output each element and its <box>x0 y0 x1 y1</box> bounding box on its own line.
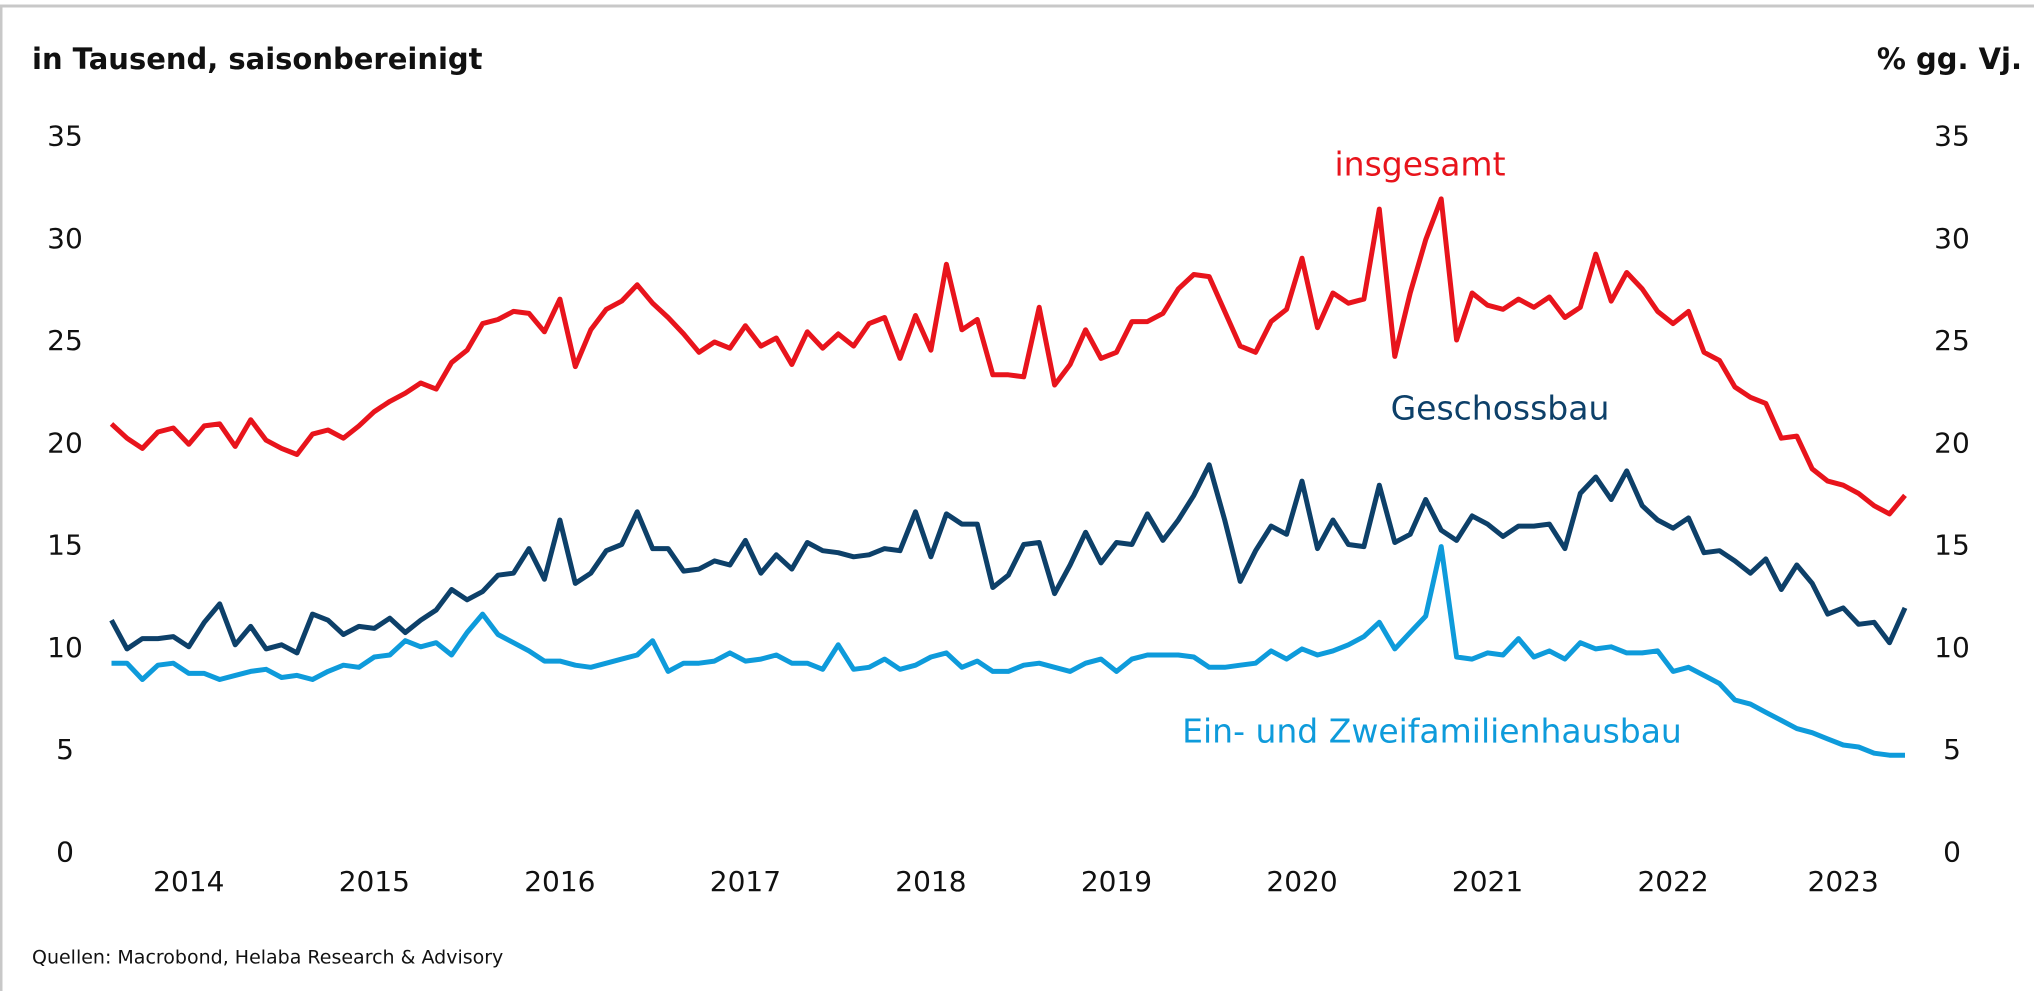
left-axis-title: in Tausend, saisonbereinigt <box>32 42 483 76</box>
y2-tick-label: 0 <box>1943 835 1961 868</box>
x-tick-label: 2018 <box>895 865 966 898</box>
x-tick-label: 2022 <box>1637 865 1708 898</box>
x-tick-label: 2021 <box>1452 865 1523 898</box>
frame <box>0 4 2034 991</box>
x-tick-label: 2016 <box>524 865 595 898</box>
y-tick-label: 10 <box>47 631 83 664</box>
series-line <box>111 544 1905 758</box>
series-label: Ein- und Zweifamilienhausbau <box>1182 712 1682 751</box>
y-tick-label: 0 <box>56 835 74 868</box>
x-tick-label: 2014 <box>153 865 224 898</box>
y2-tick-label: 15 <box>1934 529 1970 562</box>
y-tick-label: 5 <box>56 733 74 766</box>
series-label: insgesamt <box>1334 145 1505 184</box>
x-tick-label: 2019 <box>1081 865 1152 898</box>
y-tick-label: 30 <box>47 222 83 255</box>
y2-tick-label: 5 <box>1943 733 1961 766</box>
x-tick-label: 2015 <box>339 865 410 898</box>
y2-tick-label: 20 <box>1934 426 1970 459</box>
source-note: Quellen: Macrobond, Helaba Research & Ad… <box>32 947 503 969</box>
series-line <box>109 462 1908 656</box>
x-tick-label: 2023 <box>1808 865 1879 898</box>
y2-tick-label: 30 <box>1934 222 1970 255</box>
y2-tick-label: 35 <box>1934 120 1970 153</box>
y2-tick-label: 10 <box>1934 631 1970 664</box>
y-tick-label: 25 <box>47 324 83 357</box>
series-label: Geschossbau <box>1391 389 1610 428</box>
right-axis-title: % gg. Vj. <box>1877 42 2022 76</box>
y-tick-label: 20 <box>47 426 83 459</box>
x-tick-label: 2020 <box>1266 865 1337 898</box>
series-line <box>109 196 1907 517</box>
y2-tick-label: 25 <box>1934 324 1970 357</box>
y-tick-label: 35 <box>47 120 83 153</box>
x-tick-label: 2017 <box>710 865 781 898</box>
y-tick-label: 15 <box>47 529 83 562</box>
